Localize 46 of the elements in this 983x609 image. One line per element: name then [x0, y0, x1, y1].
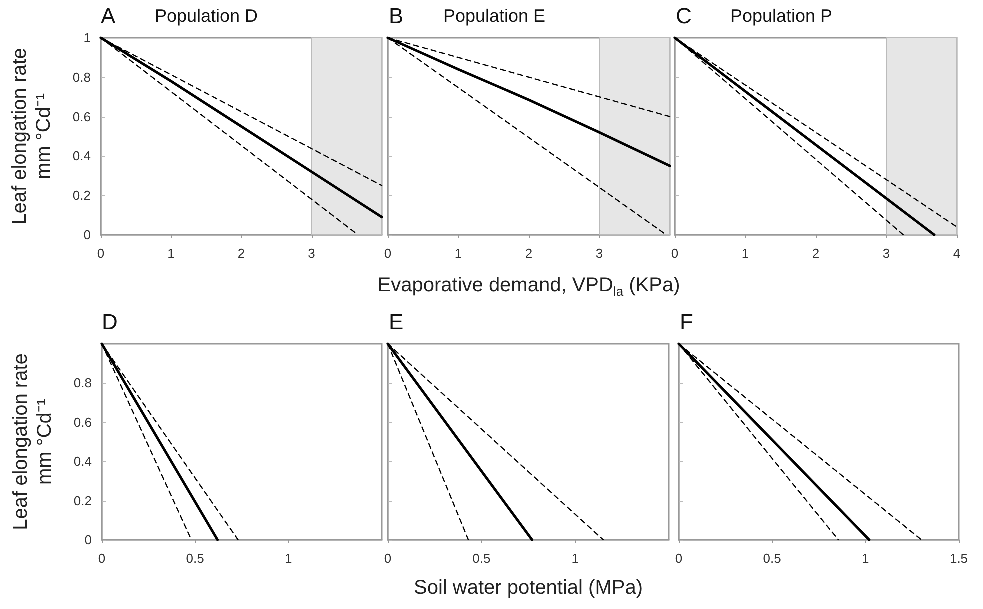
chart-title: Population D — [154, 6, 258, 26]
x-tick-label: 1 — [862, 551, 870, 566]
x-tick-label: 3 — [882, 246, 890, 261]
text: E — [389, 310, 404, 334]
x-tick-label: 0 — [98, 551, 106, 566]
y-tick-label: 0.2 — [72, 188, 91, 204]
text: D — [102, 310, 118, 334]
x-axis-title: Soil water potential (MPa) — [414, 577, 643, 599]
x-tick-label: 1.5 — [950, 551, 968, 566]
y-tick-label: 0.8 — [74, 376, 92, 391]
y-tick-label: 0.4 — [72, 148, 91, 164]
x-tick-label: 0 — [97, 246, 105, 261]
x-tick-label: 4 — [953, 246, 961, 261]
text: A — [101, 4, 116, 28]
y-axis-title: Leaf elongation rate mm °Cd⁻¹ — [10, 354, 56, 530]
x-tick-label: 2 — [238, 246, 246, 261]
x-tick-label: 1 — [742, 246, 750, 261]
x-tick-label: 0 — [384, 246, 392, 261]
x-tick-label: 3 — [596, 246, 604, 261]
x-tick-label: 1 — [572, 551, 579, 566]
y-tick-label: 1 — [84, 30, 91, 46]
y-tick-label: 0 — [84, 532, 92, 548]
x-tick-label: 0.5 — [472, 551, 491, 566]
y-tick-label: 0.6 — [72, 109, 91, 124]
chart-title: Population E — [443, 6, 546, 26]
text: B — [389, 4, 404, 28]
x-tick-label: 0 — [675, 551, 683, 566]
x-tick-label: 1 — [285, 551, 292, 566]
x-tick-label: 0.5 — [186, 551, 204, 566]
text: F — [680, 310, 694, 334]
y-tick-label: 0.8 — [72, 70, 91, 85]
y-tick-label: 0.2 — [74, 493, 92, 508]
x-tick-label: 3 — [308, 246, 316, 261]
x-tick-label: 2 — [525, 246, 533, 261]
x-tick-label: 1 — [454, 246, 462, 261]
x-tick-label: 1 — [168, 246, 175, 261]
x-tick-label: 0.5 — [763, 551, 782, 566]
text: C — [676, 4, 692, 28]
x-tick-label: 0 — [384, 551, 392, 566]
y-axis-title: Leaf elongation rate mm °Cd⁻¹ — [9, 48, 55, 225]
chart-title: Population P — [730, 6, 833, 26]
x-tick-label: 2 — [812, 246, 820, 261]
y-tick-label: 0 — [84, 228, 91, 242]
x-tick-label: 0 — [671, 246, 679, 261]
y-tick-label: 0.6 — [74, 414, 92, 430]
y-tick-label: 0.4 — [74, 454, 92, 470]
